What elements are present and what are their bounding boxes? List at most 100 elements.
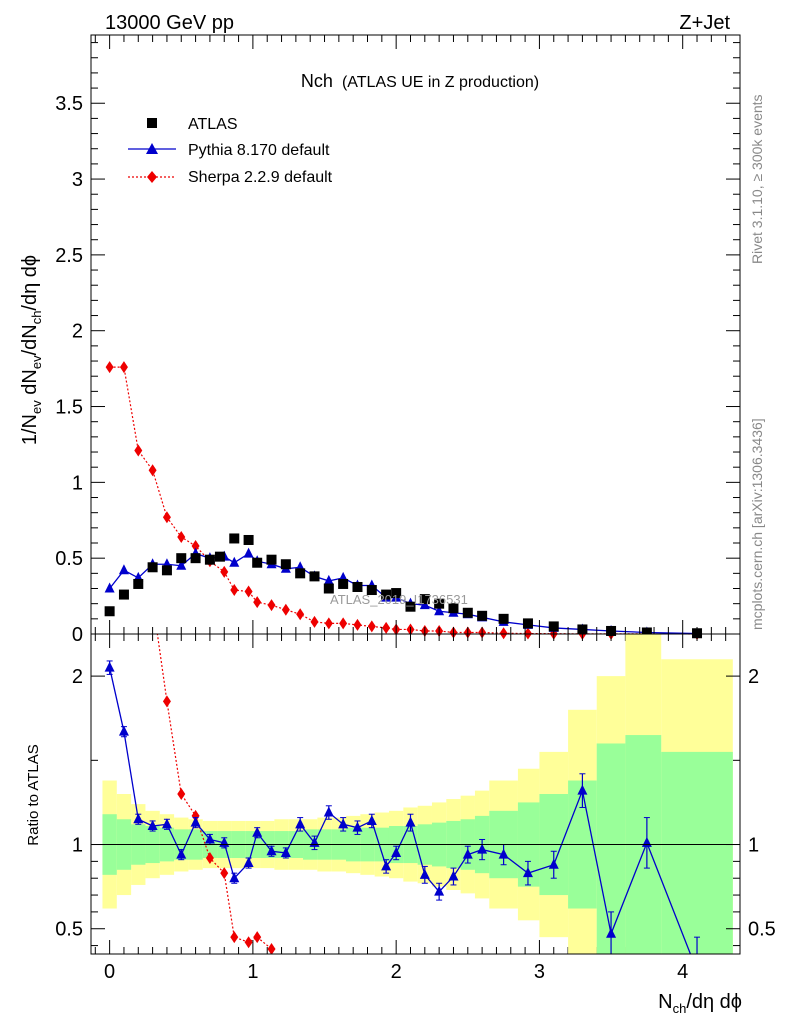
plot-title-main: Nch xyxy=(301,71,333,91)
atlas-point xyxy=(214,551,225,562)
main-ytick-label: 1.5 xyxy=(55,397,83,419)
sherpa-ratio-point xyxy=(267,942,276,954)
sherpa-point xyxy=(253,596,262,609)
sherpa-point xyxy=(220,565,229,578)
analysis-watermark: ATLAS_2019_I1736531 xyxy=(330,592,468,607)
atlas-point xyxy=(434,598,445,609)
ratio-ytick-label: 0.5 xyxy=(55,919,83,941)
atlas-point xyxy=(548,621,559,632)
sherpa-ratio-point xyxy=(220,867,229,880)
pythia-ratio-point xyxy=(381,860,392,871)
atlas-point xyxy=(295,568,306,579)
main-ytick-label: 2 xyxy=(72,321,83,343)
main-ytick-label: 3 xyxy=(72,169,83,191)
pythia-ratio-point xyxy=(280,846,291,857)
ratio-ytick-label-right: 0.5 xyxy=(748,919,776,941)
pythia-ratio-point xyxy=(190,816,201,827)
atlas-point xyxy=(161,565,172,576)
pythia-point xyxy=(434,605,445,616)
atlas-point xyxy=(280,559,291,570)
pythia-ratio-point xyxy=(606,927,617,938)
pythia-ratio-point xyxy=(323,806,334,817)
atlas-point xyxy=(477,610,488,621)
ratio-bands xyxy=(102,634,733,954)
sherpa-point xyxy=(499,627,508,640)
ratio-ylabel: Ratio to ATLAS xyxy=(25,744,42,845)
sherpa-point xyxy=(191,540,200,553)
pythia-point xyxy=(419,599,430,610)
sherpa-point xyxy=(244,585,253,598)
atlas-point xyxy=(391,588,402,599)
pythia-ratio-point xyxy=(229,872,240,883)
pythia-ratio-point xyxy=(147,820,158,830)
pythia-ratio-point xyxy=(204,833,215,844)
sherpa-point xyxy=(134,444,143,457)
sherpa-ratio-point xyxy=(230,931,239,944)
sherpa-ratio-point xyxy=(149,594,157,606)
sherpa-point xyxy=(230,584,239,597)
atlas-point xyxy=(309,571,320,582)
pythia-ratio-point xyxy=(252,826,263,837)
x-tick-label: 1 xyxy=(247,961,258,983)
atlas-point xyxy=(104,606,115,617)
main-ytick-label: 2.5 xyxy=(55,245,83,267)
sherpa-point xyxy=(119,361,128,374)
pythia-point xyxy=(323,574,334,585)
x-tick-label: 2 xyxy=(391,961,402,983)
x-tick-label: 0 xyxy=(104,961,115,983)
sherpa-point xyxy=(382,621,391,634)
pythia-ratio-point xyxy=(243,857,254,868)
sherpa-point xyxy=(281,603,290,616)
pythia-ratio-point xyxy=(498,848,509,859)
atlas-point xyxy=(448,603,459,614)
ratio-ytick-label: 2 xyxy=(72,666,83,688)
pythia-ratio-point xyxy=(266,845,277,856)
pythia-point xyxy=(243,547,254,558)
atlas-point xyxy=(405,601,416,612)
atlas-point xyxy=(229,533,240,544)
sherpa-point xyxy=(162,511,171,524)
band-inner xyxy=(661,751,733,954)
x-tick-label: 4 xyxy=(677,961,688,983)
ratio-frame xyxy=(90,633,741,955)
main-axes: 0 0.5 1 1.5 2 2.5 3 3.5 xyxy=(55,35,741,954)
rivet-label: Rivet 3.1.10, ≥ 300k events xyxy=(749,94,765,264)
sherpa-point xyxy=(296,608,305,621)
atlas-point xyxy=(204,554,215,565)
sherpa-point xyxy=(310,615,319,628)
legend-pythia-label: Pythia 8.170 default xyxy=(188,142,330,159)
legend-atlas-marker xyxy=(147,118,157,128)
atlas-point xyxy=(243,534,254,545)
atlas-point xyxy=(498,613,509,624)
atlas-point xyxy=(252,557,263,568)
pythia-ratio-point xyxy=(522,867,533,878)
sherpa-ratio-point xyxy=(162,695,171,708)
sherpa-point xyxy=(148,464,157,477)
atlas-point xyxy=(419,594,430,605)
ratio-ytick-label-right: 1 xyxy=(748,835,759,857)
pythia-ratio-point xyxy=(366,814,377,825)
pythia-ratio-point xyxy=(434,885,445,896)
atlas-point xyxy=(338,578,349,589)
atlas-point xyxy=(266,554,277,565)
legend-pythia-marker xyxy=(146,143,158,154)
sherpa-ratio-point xyxy=(244,936,253,949)
pythia-point xyxy=(176,559,187,570)
sherpa-point xyxy=(177,530,186,543)
sherpa-point xyxy=(324,617,333,630)
pythia-ratio-point xyxy=(118,725,129,736)
pythia-point xyxy=(118,564,129,575)
x-tick-label: 3 xyxy=(534,961,545,983)
atlas-point xyxy=(190,553,201,564)
sherpa-ratio-point xyxy=(134,384,142,396)
pythia-ratio-point xyxy=(448,870,459,881)
plot-title-suffix: (ATLAS UE in Z production) xyxy=(342,74,539,91)
pythia-ratio-point xyxy=(161,818,172,829)
pythia-ratio-point xyxy=(692,965,702,975)
pythia-ratio-point xyxy=(577,784,588,795)
main-panel: ATLAS_2019_I1736531 0 0.5 1 1.5 2 2.5 3 3.5 Nch… xyxy=(19,34,741,954)
atlas-point xyxy=(118,589,129,600)
sherpa-ratio-point xyxy=(205,852,214,864)
sherpa-ratio-point xyxy=(191,809,200,822)
atlas-point xyxy=(366,585,377,596)
